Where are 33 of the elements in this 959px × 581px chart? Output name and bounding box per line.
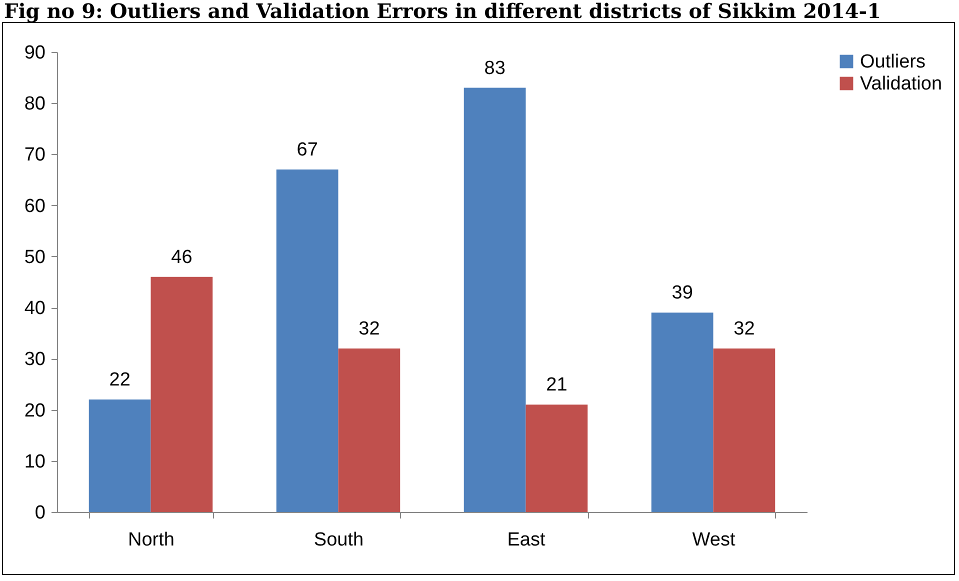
x-tick-label: East (507, 530, 546, 550)
y-tick-label: 10 (24, 451, 46, 472)
x-tick-label: South (314, 530, 364, 550)
data-label: 22 (109, 370, 130, 391)
bar (88, 400, 151, 512)
bar (526, 404, 588, 512)
x-tick-label: West (692, 530, 736, 550)
data-label: 32 (734, 318, 755, 340)
legend-label: Outliers (860, 52, 926, 72)
data-label: 83 (484, 58, 506, 79)
legend-label: Validation (860, 74, 942, 94)
bar (713, 348, 776, 512)
bar (464, 88, 526, 512)
y-tick-label: 30 (24, 349, 46, 370)
x-tick-label: North (128, 530, 174, 550)
data-label: 39 (672, 282, 693, 304)
data-label: 46 (171, 246, 192, 268)
bar (651, 312, 714, 512)
y-tick-label: 40 (24, 298, 46, 320)
chart-title: Fig no 9: Outliers and Validation Errors in different districts of Sikkim 2014-1 (3, 0, 882, 23)
data-label: 32 (358, 318, 380, 340)
bar (338, 348, 400, 512)
y-tick-label: 60 (24, 196, 46, 217)
bar (150, 276, 213, 512)
y-tick-label: 50 (24, 246, 46, 268)
bar (276, 170, 338, 512)
y-tick-label: 70 (24, 144, 46, 166)
y-tick-label: 20 (24, 400, 46, 422)
y-tick-label: 90 (24, 42, 46, 64)
y-tick-label: 0 (34, 502, 46, 524)
data-label: 67 (296, 140, 318, 161)
y-tick-label: 80 (24, 94, 46, 115)
data-label: 21 (546, 374, 568, 396)
